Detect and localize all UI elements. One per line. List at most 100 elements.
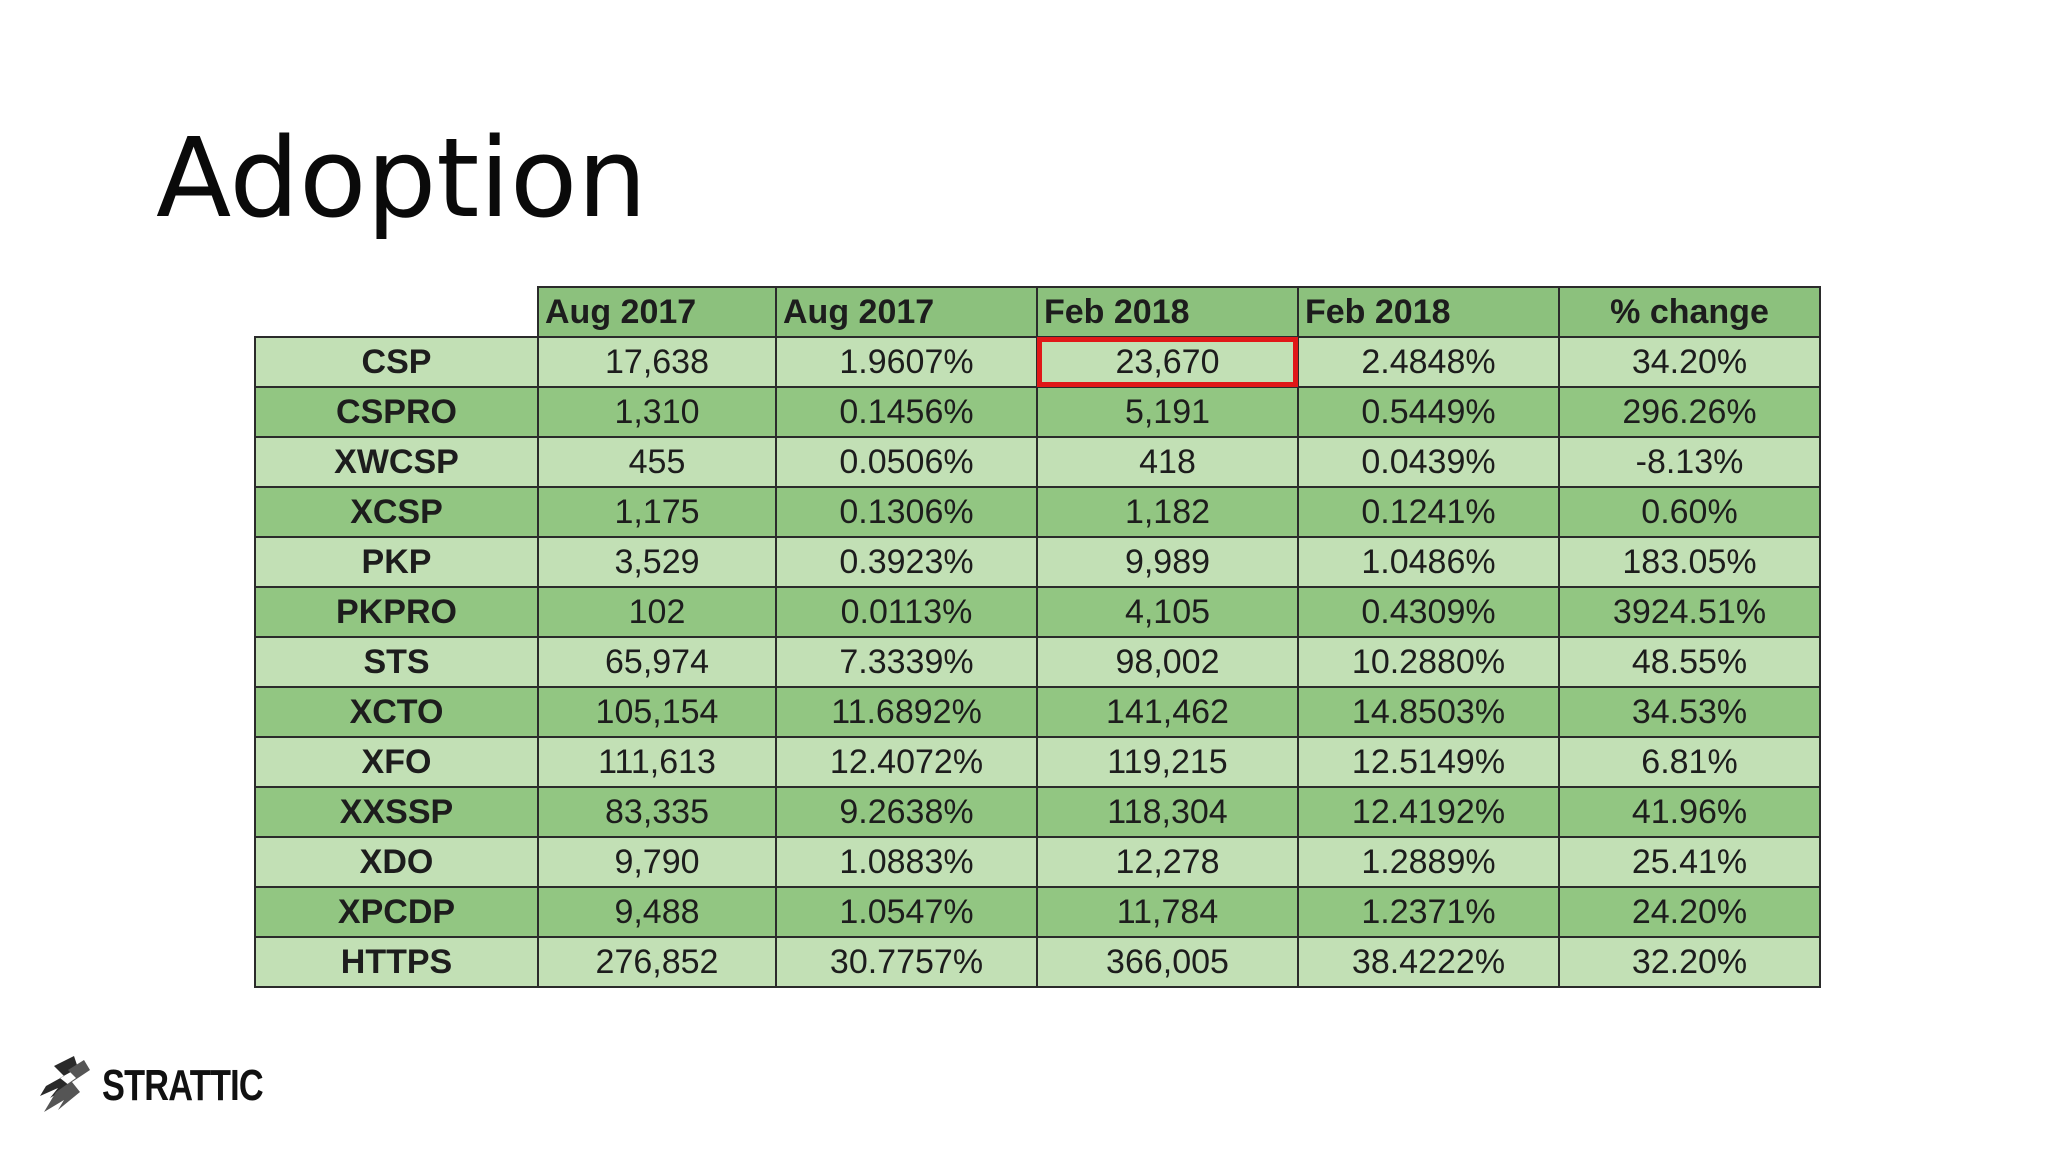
header-feb-2018-count: Feb 2018 bbox=[1036, 286, 1299, 338]
header-corner bbox=[255, 287, 539, 338]
table-row: CSP 17,638 1.9607% 23,670 2.4848% 34.20% bbox=[254, 336, 1821, 388]
adoption-table-container: Aug 2017 Aug 2017 Feb 2018 Feb 2018 % ch… bbox=[254, 286, 1821, 988]
aug-2017-count-cell: 276,852 bbox=[537, 936, 777, 988]
aug-2017-percent-cell: 0.0113% bbox=[775, 586, 1038, 638]
header-aug-2017-percent: Aug 2017 bbox=[775, 286, 1038, 338]
row-label: CSP bbox=[254, 336, 539, 388]
feb-2018-percent-cell: 1.2371% bbox=[1297, 886, 1560, 938]
header-feb-2018-percent: Feb 2018 bbox=[1297, 286, 1560, 338]
feb-2018-count-cell: 9,989 bbox=[1036, 536, 1299, 588]
aug-2017-count-cell: 17,638 bbox=[537, 336, 777, 388]
aug-2017-count-cell: 65,974 bbox=[537, 636, 777, 688]
percent-change-cell: 6.81% bbox=[1558, 736, 1821, 788]
table-row: CSPRO 1,310 0.1456% 5,191 0.5449% 296.26% bbox=[254, 386, 1821, 438]
percent-change-cell: 0.60% bbox=[1558, 486, 1821, 538]
row-label: XWCSP bbox=[254, 436, 539, 488]
row-label: XPCDP bbox=[254, 886, 539, 938]
feb-2018-count-cell: 1,182 bbox=[1036, 486, 1299, 538]
row-label: HTTPS bbox=[254, 936, 539, 988]
feb-2018-percent-cell: 14.8503% bbox=[1297, 686, 1560, 738]
aug-2017-percent-cell: 0.0506% bbox=[775, 436, 1038, 488]
aug-2017-percent-cell: 0.1456% bbox=[775, 386, 1038, 438]
feb-2018-count-cell: 4,105 bbox=[1036, 586, 1299, 638]
feb-2018-count-cell: 5,191 bbox=[1036, 386, 1299, 438]
aug-2017-count-cell: 83,335 bbox=[537, 786, 777, 838]
feb-2018-percent-cell: 1.2889% bbox=[1297, 836, 1560, 888]
row-label: XCTO bbox=[254, 686, 539, 738]
table-header-row: Aug 2017 Aug 2017 Feb 2018 Feb 2018 % ch… bbox=[255, 286, 1821, 338]
table-row: XWCSP 455 0.0506% 418 0.0439% -8.13% bbox=[254, 436, 1821, 488]
aug-2017-percent-cell: 9.2638% bbox=[775, 786, 1038, 838]
strattic-logo-icon bbox=[40, 1056, 90, 1112]
feb-2018-percent-cell: 38.4222% bbox=[1297, 936, 1560, 988]
feb-2018-count-cell: 11,784 bbox=[1036, 886, 1299, 938]
feb-2018-percent-cell: 0.4309% bbox=[1297, 586, 1560, 638]
percent-change-cell: 3924.51% bbox=[1558, 586, 1821, 638]
percent-change-cell: 32.20% bbox=[1558, 936, 1821, 988]
feb-2018-count-cell: 418 bbox=[1036, 436, 1299, 488]
feb-2018-percent-cell: 1.0486% bbox=[1297, 536, 1560, 588]
feb-2018-count-cell: 118,304 bbox=[1036, 786, 1299, 838]
feb-2018-count-cell: 366,005 bbox=[1036, 936, 1299, 988]
aug-2017-percent-cell: 0.3923% bbox=[775, 536, 1038, 588]
aug-2017-count-cell: 9,790 bbox=[537, 836, 777, 888]
aug-2017-count-cell: 1,175 bbox=[537, 486, 777, 538]
strattic-logo: STRATTIC bbox=[34, 1052, 308, 1120]
feb-2018-percent-cell: 12.5149% bbox=[1297, 736, 1560, 788]
row-label: STS bbox=[254, 636, 539, 688]
aug-2017-count-cell: 105,154 bbox=[537, 686, 777, 738]
slide-title: Adoption bbox=[156, 114, 647, 242]
percent-change-cell: 25.41% bbox=[1558, 836, 1821, 888]
row-label: PKP bbox=[254, 536, 539, 588]
strattic-logo-text: STRATTIC bbox=[102, 1061, 264, 1110]
percent-change-cell: 41.96% bbox=[1558, 786, 1821, 838]
aug-2017-percent-cell: 30.7757% bbox=[775, 936, 1038, 988]
aug-2017-percent-cell: 1.0883% bbox=[775, 836, 1038, 888]
table-row: XXSSP 83,335 9.2638% 118,304 12.4192% 41.96% bbox=[254, 786, 1821, 838]
percent-change-cell: 48.55% bbox=[1558, 636, 1821, 688]
percent-change-cell: 296.26% bbox=[1558, 386, 1821, 438]
aug-2017-percent-cell: 11.6892% bbox=[775, 686, 1038, 738]
table-row: XCSP 1,175 0.1306% 1,182 0.1241% 0.60% bbox=[254, 486, 1821, 538]
row-label: XCSP bbox=[254, 486, 539, 538]
aug-2017-percent-cell: 1.0547% bbox=[775, 886, 1038, 938]
percent-change-cell: 24.20% bbox=[1558, 886, 1821, 938]
percent-change-cell: -8.13% bbox=[1558, 436, 1821, 488]
table-row: PKP 3,529 0.3923% 9,989 1.0486% 183.05% bbox=[254, 536, 1821, 588]
table-body: CSP 17,638 1.9607% 23,670 2.4848% 34.20% CSPRO… bbox=[254, 336, 1821, 988]
feb-2018-percent-cell: 12.4192% bbox=[1297, 786, 1560, 838]
table-row: HTTPS 276,852 30.7757% 366,005 38.4222% 32.20… bbox=[254, 936, 1821, 988]
aug-2017-percent-cell: 0.1306% bbox=[775, 486, 1038, 538]
table-row: XFO 111,613 12.4072% 119,215 12.5149% 6.81% bbox=[254, 736, 1821, 788]
row-label: XXSSP bbox=[254, 786, 539, 838]
table-row: XCTO 105,154 11.6892% 141,462 14.8503% 34.53% bbox=[254, 686, 1821, 738]
row-label: XDO bbox=[254, 836, 539, 888]
table-row: XDO 9,790 1.0883% 12,278 1.2889% 25.41% bbox=[254, 836, 1821, 888]
table-row: STS 65,974 7.3339% 98,002 10.2880% 48.55% bbox=[254, 636, 1821, 688]
header-percent-change: % change bbox=[1558, 286, 1821, 338]
percent-change-cell: 183.05% bbox=[1558, 536, 1821, 588]
aug-2017-count-cell: 455 bbox=[537, 436, 777, 488]
feb-2018-percent-cell: 2.4848% bbox=[1297, 336, 1560, 388]
feb-2018-count-cell: 12,278 bbox=[1036, 836, 1299, 888]
feb-2018-percent-cell: 0.0439% bbox=[1297, 436, 1560, 488]
header-aug-2017-count: Aug 2017 bbox=[537, 286, 777, 338]
highlighted-cell: 23,670 bbox=[1036, 336, 1299, 388]
row-label: PKPRO bbox=[254, 586, 539, 638]
aug-2017-count-cell: 1,310 bbox=[537, 386, 777, 438]
feb-2018-count-cell: 98,002 bbox=[1036, 636, 1299, 688]
row-label: XFO bbox=[254, 736, 539, 788]
aug-2017-count-cell: 111,613 bbox=[537, 736, 777, 788]
percent-change-cell: 34.20% bbox=[1558, 336, 1821, 388]
aug-2017-count-cell: 102 bbox=[537, 586, 777, 638]
feb-2018-count-cell: 119,215 bbox=[1036, 736, 1299, 788]
feb-2018-percent-cell: 0.5449% bbox=[1297, 386, 1560, 438]
row-label: CSPRO bbox=[254, 386, 539, 438]
percent-change-cell: 34.53% bbox=[1558, 686, 1821, 738]
table-row: PKPRO 102 0.0113% 4,105 0.4309% 3924.51% bbox=[254, 586, 1821, 638]
feb-2018-count-cell: 141,462 bbox=[1036, 686, 1299, 738]
feb-2018-percent-cell: 0.1241% bbox=[1297, 486, 1560, 538]
feb-2018-percent-cell: 10.2880% bbox=[1297, 636, 1560, 688]
aug-2017-count-cell: 3,529 bbox=[537, 536, 777, 588]
aug-2017-percent-cell: 1.9607% bbox=[775, 336, 1038, 388]
